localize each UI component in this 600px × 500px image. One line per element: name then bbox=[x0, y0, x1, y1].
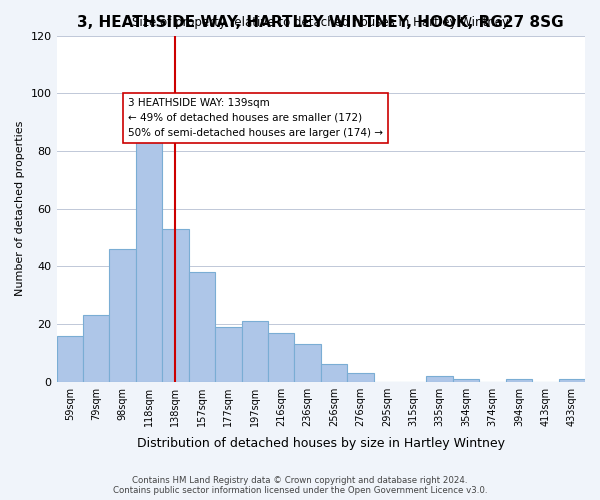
Bar bbox=[268, 332, 295, 382]
Bar bbox=[109, 249, 136, 382]
Bar bbox=[427, 376, 453, 382]
Bar bbox=[136, 131, 162, 382]
Bar bbox=[321, 364, 347, 382]
X-axis label: Distribution of detached houses by size in Hartley Wintney: Distribution of detached houses by size … bbox=[137, 437, 505, 450]
Title: 3, HEATHSIDE WAY, HARTLEY WINTNEY, HOOK, RG27 8SG: 3, HEATHSIDE WAY, HARTLEY WINTNEY, HOOK,… bbox=[77, 16, 564, 30]
Bar bbox=[347, 373, 374, 382]
Text: 3 HEATHSIDE WAY: 139sqm
← 49% of detached houses are smaller (172)
50% of semi-d: 3 HEATHSIDE WAY: 139sqm ← 49% of detache… bbox=[128, 98, 383, 138]
Y-axis label: Number of detached properties: Number of detached properties bbox=[15, 121, 25, 296]
Bar bbox=[56, 336, 83, 382]
Text: Contains HM Land Registry data © Crown copyright and database right 2024.
Contai: Contains HM Land Registry data © Crown c… bbox=[113, 476, 487, 495]
Text: Size of property relative to detached houses in Hartley Wintney: Size of property relative to detached ho… bbox=[132, 16, 509, 29]
Bar bbox=[188, 272, 215, 382]
Bar bbox=[83, 316, 109, 382]
Bar bbox=[559, 379, 585, 382]
Bar bbox=[295, 344, 321, 382]
Bar bbox=[506, 379, 532, 382]
Bar bbox=[215, 327, 242, 382]
Bar bbox=[162, 229, 188, 382]
Bar bbox=[242, 321, 268, 382]
Bar bbox=[453, 379, 479, 382]
